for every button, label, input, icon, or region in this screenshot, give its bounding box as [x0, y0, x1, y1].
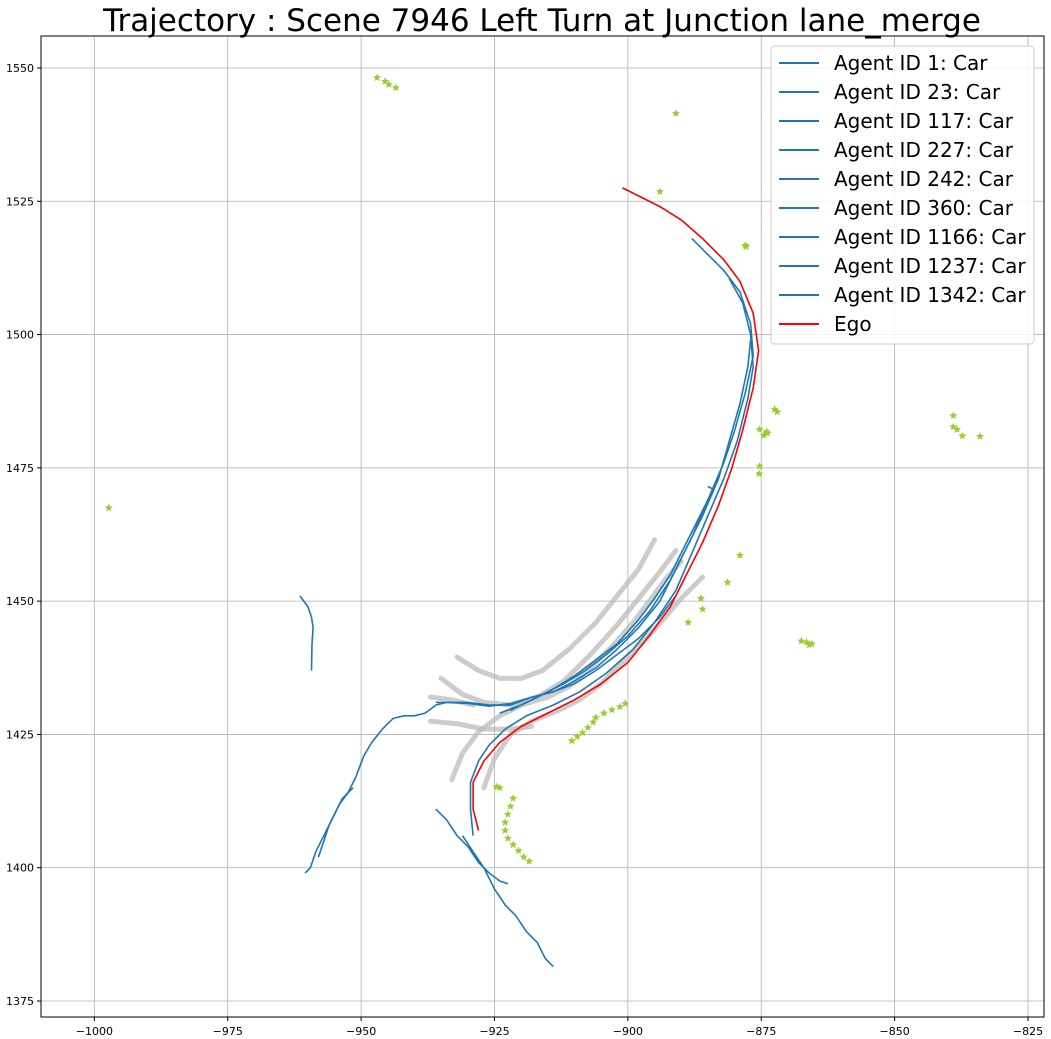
agent-trajectory — [435, 808, 509, 885]
star-marker — [621, 699, 630, 707]
tick-layer: −1000 −975 −950 −925 −900 −875 −850 −825 1375 140… — [6, 62, 1043, 1038]
x-tick-label: −1000 — [76, 1025, 113, 1038]
star-marker — [805, 640, 814, 649]
y-tick-label: 1550 — [6, 62, 34, 75]
star-marker — [797, 636, 806, 645]
x-tick-label: −950 — [346, 1025, 376, 1038]
y-tick-label: 1450 — [6, 595, 34, 608]
x-tick-label: −825 — [1013, 1025, 1043, 1038]
star-marker — [509, 840, 518, 849]
star-marker — [949, 411, 958, 419]
star-marker — [583, 723, 592, 731]
star-marker — [509, 794, 518, 802]
star-marker — [391, 83, 400, 92]
star-marker — [684, 618, 693, 626]
legend-label: Agent ID 1342: Car — [834, 283, 1026, 307]
lane-centerline — [438, 548, 679, 708]
legend-label: Agent ID 117: Car — [834, 109, 1014, 133]
lane-centerline — [481, 574, 706, 791]
star-marker — [501, 818, 510, 826]
star-marker — [807, 639, 816, 648]
star-marker — [735, 551, 744, 559]
star-marker — [958, 431, 967, 440]
star-marker — [503, 810, 512, 818]
x-tick-label: −925 — [479, 1025, 509, 1038]
star-marker — [698, 604, 707, 613]
star-marker — [755, 462, 764, 470]
star-marker — [763, 429, 772, 437]
legend-label: Ego — [834, 312, 872, 336]
star-marker — [573, 732, 582, 740]
star-marker — [742, 242, 751, 250]
star-marker — [381, 77, 390, 85]
star-marker — [615, 702, 624, 711]
agent-trajectory — [317, 787, 354, 858]
legend-label: Agent ID 1166: Car — [834, 225, 1026, 249]
legend-label: Agent ID 227: Car — [834, 138, 1014, 162]
star-marker — [953, 425, 961, 433]
star-marker — [671, 109, 680, 117]
star-marker — [104, 503, 113, 512]
star-marker — [384, 80, 393, 88]
star-marker — [495, 783, 504, 792]
star-marker — [755, 425, 764, 433]
chart-title: Trajectory : Scene 7946 Left Turn at Jun… — [102, 3, 981, 39]
legend-box — [770, 45, 1035, 345]
legend-label: Agent ID 1: Car — [834, 51, 988, 75]
star-marker — [525, 857, 534, 865]
y-tick-label: 1500 — [6, 329, 34, 342]
star-marker — [589, 718, 598, 726]
y-tick-label: 1525 — [6, 195, 34, 208]
agent-trajectory — [435, 238, 754, 706]
star-marker — [591, 713, 600, 721]
star-marker — [755, 469, 764, 478]
star-marker — [607, 705, 616, 714]
star-marker — [599, 708, 608, 717]
x-tick-label: −900 — [613, 1025, 643, 1038]
star-marker — [759, 431, 768, 439]
agent-trajectory — [469, 278, 754, 836]
legend-label: Agent ID 23: Car — [834, 80, 1001, 104]
y-tick-label: 1400 — [6, 862, 34, 875]
agent-trajectory — [499, 339, 752, 714]
legend-label: Agent ID 1237: Car — [834, 254, 1026, 278]
y-tick-label: 1375 — [6, 995, 34, 1008]
lane-layer — [428, 537, 706, 791]
legend-label: Agent ID 360: Car — [834, 196, 1014, 220]
y-tick-label: 1425 — [6, 728, 34, 741]
x-tick-label: −975 — [213, 1025, 243, 1038]
star-marker — [567, 736, 576, 745]
lane-centerline — [454, 537, 657, 681]
ego-trajectory — [472, 187, 760, 831]
star-marker — [503, 834, 512, 842]
star-marker — [773, 407, 782, 416]
star-marker — [655, 187, 664, 196]
star-marker — [770, 405, 779, 413]
x-tick-label: −850 — [880, 1025, 910, 1038]
star-marker — [501, 826, 510, 834]
legend-label: Agent ID 242: Car — [834, 167, 1014, 191]
plot-frame — [40, 35, 1045, 1018]
star-marker — [519, 852, 528, 861]
y-tick-label: 1475 — [6, 462, 34, 475]
star-marker — [976, 432, 984, 440]
legend: Agent ID 1: Car Agent ID 23: Car Agent ID … — [770, 45, 1035, 345]
x-tick-label: −875 — [746, 1025, 776, 1038]
agent-trajectory — [299, 595, 314, 671]
star-marker — [506, 802, 515, 810]
star-marker — [723, 578, 732, 586]
star-marker — [697, 594, 705, 602]
lane-centerline — [449, 558, 684, 783]
star-marker — [578, 728, 587, 737]
star-marker — [514, 846, 523, 855]
agent-trajectory — [461, 835, 554, 967]
star-marker — [373, 73, 382, 81]
marker-layer — [104, 73, 984, 865]
trajectory-layer — [299, 187, 760, 967]
